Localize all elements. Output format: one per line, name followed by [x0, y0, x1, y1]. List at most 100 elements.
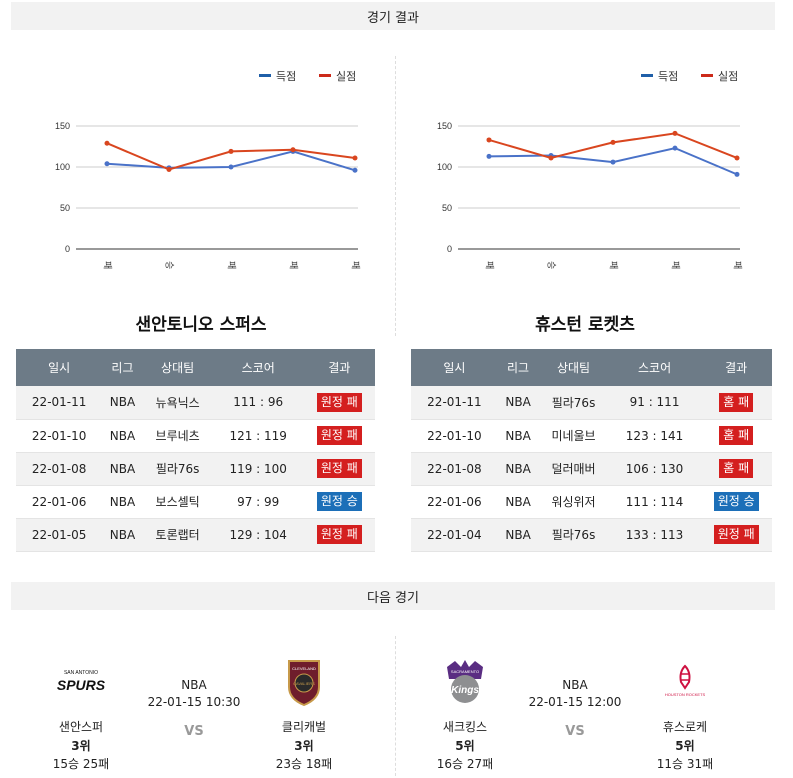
data-point [486, 137, 492, 143]
column-header: 일시 [16, 349, 103, 386]
data-point [672, 145, 678, 151]
cell-score: 106 : 130 [608, 452, 701, 486]
series-line [488, 132, 738, 160]
game-datetime: 22-01-15 12:00 [528, 695, 622, 709]
cell-date: 22-01-10 [16, 419, 103, 453]
table-row: 22-01-06 NBA 워싱위저 111 : 114 원정 승 [411, 485, 772, 519]
cell-opponent: 뉴욕닉스 [142, 386, 213, 420]
cell-league: NBA [102, 419, 143, 453]
table-row: 22-01-06 NBA 보스셀틱 97 : 99 원정 승 [16, 485, 375, 519]
next-game-card[interactable]: SACRAMENTO Kings 새크킹스 5위 16승 27패 NBA 22-… [396, 640, 776, 772]
chart-legend: 득점 실점 [259, 70, 356, 83]
home-team-record: 15승 25패 [52, 757, 110, 771]
results-divider [395, 56, 396, 336]
table-row: 22-01-11 NBA 뉴욕닉스 111 : 96 원정 패 [16, 386, 375, 420]
cell-date: 22-01-06 [16, 485, 103, 519]
cell-date: 22-01-06 [411, 485, 498, 519]
y-tick-label: 100 [55, 162, 70, 172]
cell-opponent: 미네울브 [538, 419, 609, 453]
game-league: NBA [562, 678, 588, 692]
data-point [228, 164, 234, 170]
x-tick-label: 패 [670, 261, 681, 269]
cell-score: 123 : 141 [608, 419, 701, 453]
away-team-record: 11승 31패 [656, 757, 714, 771]
home-team-rank: 3위 [71, 739, 91, 753]
cell-result: 원정 패 [303, 518, 375, 552]
data-point [672, 130, 678, 136]
cell-date: 22-01-08 [411, 452, 498, 486]
cell-opponent: 필라76s [142, 452, 213, 486]
cell-date: 22-01-11 [16, 386, 103, 420]
y-tick-label: 0 [447, 244, 452, 254]
cell-result: 원정 패 [303, 452, 375, 486]
home-team-rank: 5위 [455, 739, 475, 753]
spurs-score-chart: 득점 실점 0 50 100 150 패 승 패 패 패 [10, 60, 390, 280]
home-team: SAN ANTONIO SPURS 샌안스퍼 3위 15승 25패 [36, 652, 126, 772]
svg-text:CAVALIERS: CAVALIERS [293, 681, 315, 686]
legend-swatch [259, 74, 271, 77]
cell-result: 홈 패 [700, 386, 772, 420]
column-header: 결과 [303, 349, 375, 386]
home-team: SACRAMENTO Kings 새크킹스 5위 16승 27패 [420, 652, 510, 772]
home-team-name: 새크킹스 [442, 720, 488, 734]
column-header: 상대팀 [142, 349, 213, 386]
away-team-rank: 3위 [294, 739, 314, 753]
y-tick-label: 150 [55, 121, 70, 131]
cell-league: NBA [102, 485, 143, 519]
cell-date: 22-01-11 [411, 386, 498, 420]
y-tick-label: 50 [60, 203, 70, 213]
cavaliers-logo: CLEVELAND CAVALIERS [259, 652, 349, 712]
result-badge: 원정 패 [316, 459, 362, 478]
x-tick-label: 패 [350, 261, 361, 269]
table-row: 22-01-08 NBA 덜러매버 106 : 130 홈 패 [411, 452, 772, 486]
cell-league: NBA [497, 452, 539, 486]
result-badge: 원정 승 [713, 492, 759, 511]
cell-date: 22-01-05 [16, 518, 103, 552]
cell-opponent: 덜러매버 [538, 452, 609, 486]
team-title-rockets: 휴스턴 로켓츠 [535, 315, 635, 335]
rockets-logo: HOUSTON ROCKETS [640, 652, 730, 712]
cell-opponent: 필라76s [538, 386, 609, 420]
results-section-title: 경기 결과 [367, 10, 419, 26]
cell-league: NBA [102, 518, 143, 552]
result-badge: 홈 패 [719, 426, 754, 445]
result-badge: 원정 패 [713, 525, 759, 544]
rockets-score-chart: 득점 실점 0 50 100 150 패 승 패 패 패 [392, 60, 772, 280]
svg-text:SAN ANTONIO: SAN ANTONIO [64, 670, 98, 676]
x-tick-label: 패 [102, 261, 113, 269]
table-header-row: 일시 리그 상대팀 스코어 결과 [411, 349, 772, 386]
cell-opponent: 보스셀틱 [142, 485, 213, 519]
data-point [734, 155, 740, 161]
x-tick-label: 패 [226, 261, 237, 269]
cell-league: NBA [497, 518, 539, 552]
cell-result: 원정 패 [303, 386, 375, 420]
column-header: 리그 [102, 349, 143, 386]
cell-league: NBA [102, 452, 143, 486]
cell-league: NBA [497, 485, 539, 519]
y-tick-label: 100 [437, 162, 452, 172]
x-tick-label: 승 [546, 261, 557, 269]
cell-opponent: 토론랩터 [142, 518, 213, 552]
game-datetime: 22-01-15 10:30 [147, 695, 241, 709]
away-team-name: 클리캐벌 [281, 720, 327, 734]
x-tick-label: 패 [732, 261, 743, 269]
result-badge: 원정 패 [316, 525, 362, 544]
data-point [352, 155, 358, 161]
cell-result: 홈 패 [700, 419, 772, 453]
column-header: 스코어 [608, 349, 701, 386]
cell-date: 22-01-10 [411, 419, 498, 453]
cell-opponent: 워싱위저 [538, 485, 609, 519]
line-chart: 득점 실점 0 50 100 150 패 승 패 패 패 [437, 70, 743, 269]
result-badge: 홈 패 [719, 392, 754, 412]
home-team-name: 샌안스퍼 [58, 720, 104, 734]
away-team: CLEVELAND CAVALIERS 클리캐벌 3위 23승 18패 [259, 652, 349, 772]
table-row: 22-01-04 NBA 필라76s 133 : 113 원정 패 [411, 518, 772, 552]
x-tick-label: 승 [164, 261, 175, 269]
next-game-card[interactable]: SAN ANTONIO SPURS 샌안스퍼 3위 15승 25패 NBA 22… [10, 640, 390, 772]
x-tick-label: 패 [484, 261, 495, 269]
data-point [228, 148, 234, 154]
data-point [610, 159, 616, 165]
y-tick-label: 50 [442, 203, 452, 213]
